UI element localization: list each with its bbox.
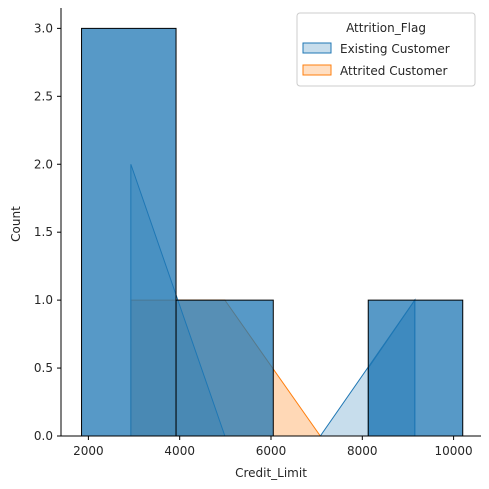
- legend-label-attrited: Attrited Customer: [340, 64, 448, 78]
- legend-swatch-attrited: [302, 64, 332, 76]
- histogram-bar: [367, 299, 464, 437]
- axes: 2000 4000 6000 8000 10000 0.0 0.5 1.0 1.5 2.0 2.5 3…: [34, 8, 481, 458]
- y-tick-label: 2.0: [34, 157, 53, 171]
- plot-area: [81, 27, 464, 437]
- x-tick-label: 10000: [435, 444, 473, 458]
- x-tick-label: 4000: [164, 444, 195, 458]
- y-tick-label: 2.5: [34, 89, 53, 103]
- y-tick-label: 1.0: [34, 293, 53, 307]
- y-axis-label: Count: [9, 206, 23, 242]
- x-tick-label: 2000: [73, 444, 104, 458]
- legend-frame: [296, 12, 476, 87]
- legend-title: Attrition_Flag: [346, 21, 426, 35]
- y-tick-label: 0.0: [34, 429, 53, 443]
- x-axis-label: Credit_Limit: [235, 466, 307, 480]
- y-tick-label: 0.5: [34, 361, 53, 375]
- y-tick-label: 1.5: [34, 225, 53, 239]
- y-tick-label: 3.0: [34, 21, 53, 35]
- histogram-bar: [81, 27, 177, 437]
- x-tick-label: 6000: [256, 444, 287, 458]
- histogram-bar: [175, 299, 274, 437]
- legend: Attrition_Flag Existing Customer Attrite…: [296, 12, 476, 87]
- legend-swatch-existing: [302, 42, 332, 54]
- x-tick-label: 8000: [347, 444, 378, 458]
- legend-label-existing: Existing Customer: [340, 42, 450, 56]
